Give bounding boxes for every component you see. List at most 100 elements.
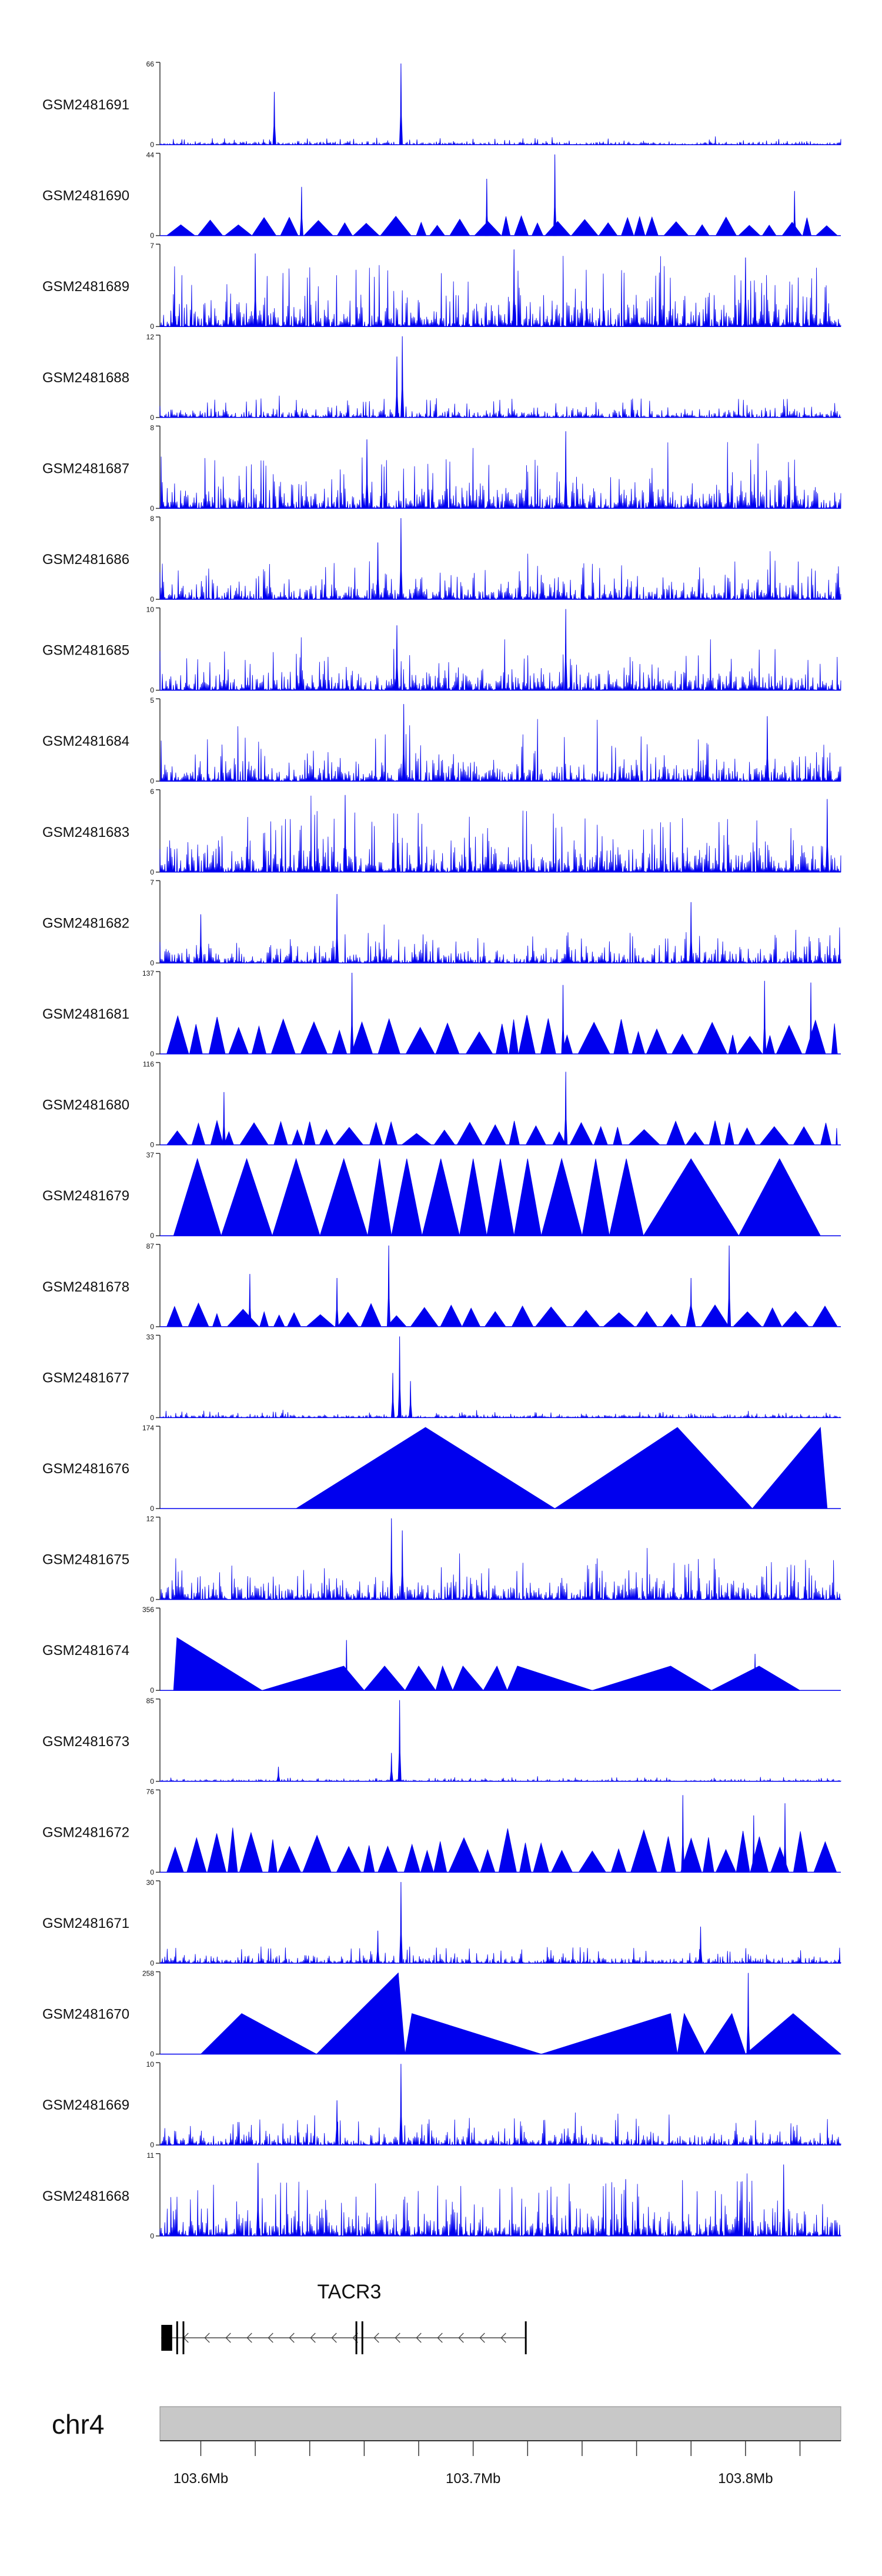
gene-exon <box>361 2321 363 2354</box>
track-signal <box>159 256 841 327</box>
track-label: GSM2481686 <box>42 552 129 568</box>
track-signal <box>159 1410 841 1418</box>
track-ymin-label: 0 <box>150 322 154 331</box>
track-signal <box>159 1548 841 1600</box>
track-peak <box>222 1092 226 1146</box>
track-ymax-label: 7 <box>150 242 154 250</box>
track-label: GSM2481690 <box>42 188 129 204</box>
track-peak <box>699 1926 703 1964</box>
track-GSM2481678: GSM2481678 87 0 <box>42 1242 841 1331</box>
track-signal <box>173 1157 821 1237</box>
track-label: GSM2481677 <box>42 1370 129 1386</box>
track-peak <box>272 92 276 145</box>
track-GSM2481677: GSM2481677 33 0 <box>42 1333 841 1422</box>
chromosome-label: chr4 <box>52 2409 104 2440</box>
track-label: GSM2481673 <box>42 1734 129 1750</box>
track-ymin-label: 0 <box>150 1323 154 1331</box>
track-peak <box>386 1245 391 1327</box>
track-peak <box>402 704 406 782</box>
track-GSM2481668: GSM2481668 11 0 <box>42 2151 841 2240</box>
track-ymax-label: 12 <box>146 333 155 341</box>
track-label: GSM2481684 <box>42 733 129 749</box>
track-peak <box>783 1803 787 1873</box>
track-peak <box>399 1881 403 1964</box>
track-GSM2481670: GSM2481670 258 0 <box>42 1970 842 2058</box>
track-GSM2481671: GSM2481671 30 0 <box>42 1878 841 1967</box>
track-label: GSM2481669 <box>42 2097 129 2113</box>
track-peak <box>253 253 258 327</box>
track-label: GSM2481679 <box>42 1188 129 1204</box>
track-label: GSM2481682 <box>42 915 129 931</box>
track-ymax-label: 7 <box>150 878 154 886</box>
track-peak <box>335 1277 339 1327</box>
gene-exon <box>161 2325 172 2351</box>
track-peak <box>350 972 354 1055</box>
track-peak <box>335 894 339 963</box>
track-ymin-label: 0 <box>150 2141 154 2149</box>
track-ymax-label: 8 <box>150 515 154 523</box>
track-GSM2481673: GSM2481673 85 0 <box>42 1697 841 1786</box>
track-peak <box>561 985 565 1055</box>
track-peak <box>751 1815 756 1873</box>
track-ymax-label: 37 <box>146 1151 155 1159</box>
track-label: GSM2481675 <box>42 1552 129 1568</box>
track-label: GSM2481685 <box>42 643 129 659</box>
gene-exon <box>524 2321 527 2354</box>
track-GSM2481675: GSM2481675 12 0 <box>42 1515 841 1604</box>
chromosome-ideogram-track: chr4 103.6Mb 103.7Mb 103.8Mb <box>52 2406 841 2487</box>
track-ymin-label: 0 <box>150 1686 154 1694</box>
track-GSM2481684: GSM2481684 5 0 <box>42 696 841 785</box>
track-peak <box>395 356 399 418</box>
track-peak <box>399 2064 403 2145</box>
axis-tick-label: 103.7Mb <box>446 2471 500 2487</box>
track-label: GSM2481671 <box>42 1916 129 1931</box>
track-label: GSM2481670 <box>42 2007 129 2023</box>
track-ymax-label: 30 <box>146 1878 155 1887</box>
track-signal <box>173 1637 801 1691</box>
chevron-icon <box>289 2333 295 2343</box>
track-ymin-label: 0 <box>150 1596 154 1604</box>
track-label: GSM2481687 <box>42 461 129 476</box>
track-ymin-label: 0 <box>150 595 154 603</box>
track-GSM2481681: GSM2481681 137 0 <box>42 969 841 1058</box>
chevron-icon <box>395 2333 400 2343</box>
gene-annotation-track: TACR3 <box>161 2281 527 2354</box>
gene-exon <box>182 2321 185 2354</box>
track-ymax-label: 87 <box>146 1242 155 1250</box>
track-GSM2481674: GSM2481674 356 0 <box>42 1606 841 1694</box>
track-ymax-label: 137 <box>142 969 154 977</box>
track-ymax-label: 12 <box>146 1515 155 1523</box>
gene-exons <box>161 2321 527 2354</box>
track-peak <box>389 1753 393 1782</box>
track-ymin-label: 0 <box>150 1413 154 1422</box>
chevron-icon <box>331 2333 337 2343</box>
track-signal <box>159 719 841 782</box>
track-peak <box>485 178 489 236</box>
track-ymax-label: 356 <box>142 1606 154 1614</box>
track-label: GSM2481689 <box>42 279 129 295</box>
track-label: GSM2481688 <box>42 370 129 386</box>
track-peak <box>395 625 399 691</box>
track-GSM2481687: GSM2481687 8 0 <box>42 423 841 512</box>
gene-exon <box>176 2321 178 2354</box>
track-ymin-label: 0 <box>150 504 154 512</box>
track-ymin-label: 0 <box>150 1959 154 1967</box>
track-peak <box>808 982 813 1055</box>
track-signal <box>200 1972 842 2055</box>
track-peak <box>553 154 557 236</box>
track-signal <box>166 1827 837 1873</box>
track-peak <box>564 1072 568 1146</box>
track-peak <box>564 609 568 691</box>
track-label: GSM2481683 <box>42 825 129 840</box>
track-ymin-label: 0 <box>150 777 154 785</box>
track-label: GSM2481691 <box>42 97 129 113</box>
track-GSM2481690: GSM2481690 44 0 <box>42 151 841 240</box>
track-ymin-label: 0 <box>150 2232 154 2240</box>
track-ymax-label: 5 <box>150 696 154 705</box>
chevron-icon <box>225 2333 231 2343</box>
axis-tick-label: 103.8Mb <box>718 2471 773 2487</box>
track-peak <box>199 914 203 963</box>
track-peak <box>248 1274 252 1327</box>
track-GSM2481685: GSM2481685 10 0 <box>42 606 841 695</box>
track-peak <box>681 1795 685 1873</box>
